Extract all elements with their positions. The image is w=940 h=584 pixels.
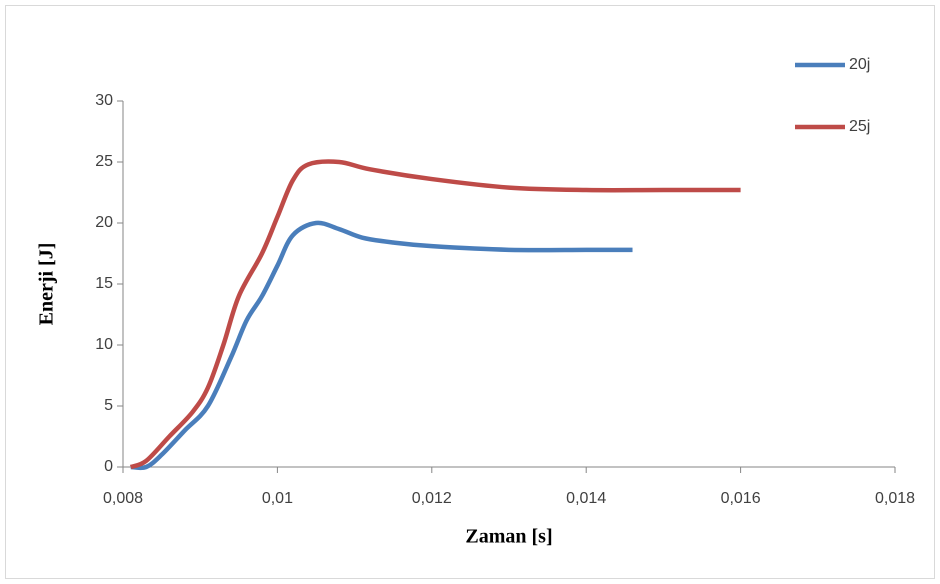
line-series [130,220,633,471]
x-tick-label: 0,012 [412,490,452,507]
chart-border [5,5,935,579]
x-tick-label: 0,018 [875,490,915,507]
x-axis-title: Zaman [s] [465,526,552,548]
legend-label: 20j [849,56,870,73]
y-axis-title: Enerji [J] [36,243,58,326]
y-tick-label: 25 [95,153,113,170]
y-tick-label: 15 [95,275,113,292]
y-tick-label: 5 [104,397,113,414]
y-tick-label: 20 [95,214,113,231]
y-tick-label: 30 [95,92,113,109]
x-tick-label: 0,014 [566,490,606,507]
x-tick-label: 0,008 [103,490,143,507]
line-series [129,159,741,470]
legend-label: 25j [849,118,870,135]
x-tick-label: 0,016 [721,490,761,507]
x-tick-label: 0,01 [262,490,293,507]
y-tick-label: 10 [95,336,113,353]
y-tick-label: 0 [104,458,113,475]
